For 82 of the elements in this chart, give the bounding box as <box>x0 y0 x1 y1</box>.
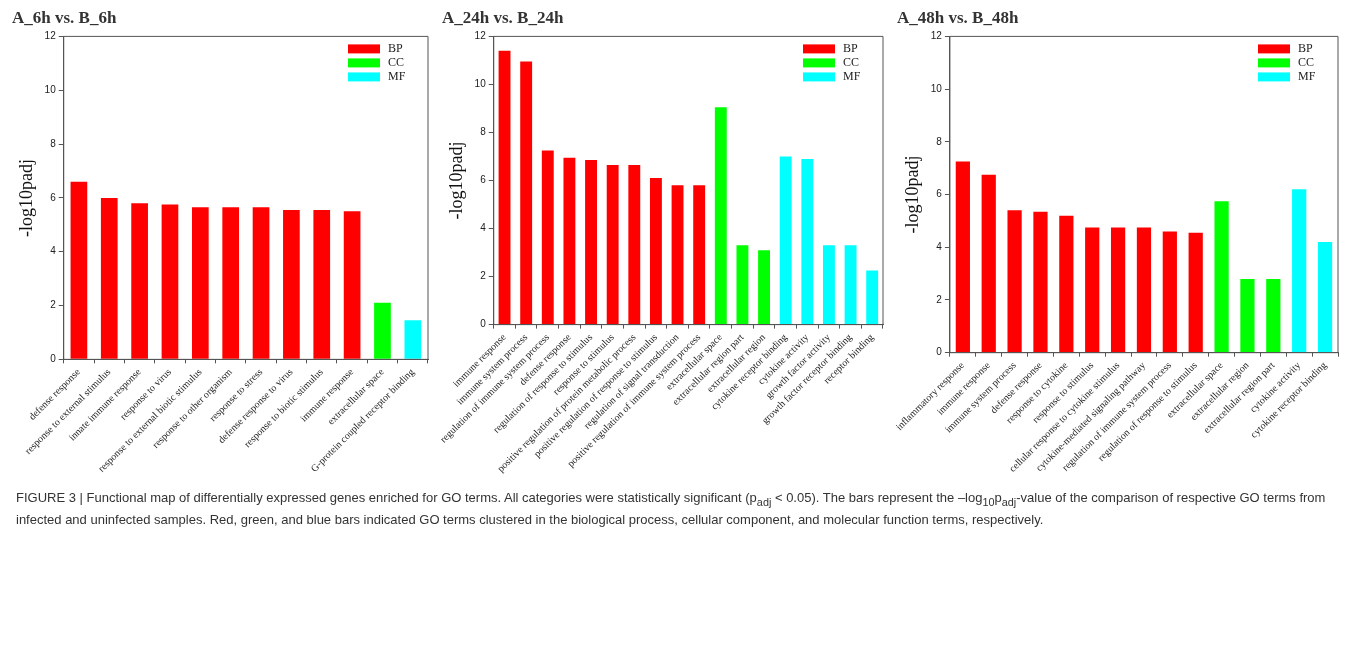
y-tick-label: 2 <box>480 270 487 282</box>
legend-label: BP <box>843 40 858 55</box>
bar <box>1007 210 1022 353</box>
y-tick-label: 8 <box>50 137 57 149</box>
bar <box>343 211 361 359</box>
bar <box>541 150 554 325</box>
bar <box>313 209 331 359</box>
bar <box>131 203 148 359</box>
bar <box>1059 215 1074 353</box>
bar <box>1292 189 1307 353</box>
bar <box>70 181 88 359</box>
bar <box>779 156 792 325</box>
bar <box>955 161 970 353</box>
bar <box>585 160 597 325</box>
bar <box>1085 227 1100 353</box>
y-tick-label: 4 <box>50 245 57 257</box>
chart-title: A_24h vs. B_24h <box>442 7 564 27</box>
bar <box>252 207 270 359</box>
bar <box>100 197 118 359</box>
y-tick-label: 0 <box>50 353 57 365</box>
bar <box>714 107 727 325</box>
y-tick-label: 10 <box>44 83 57 95</box>
bar <box>191 207 209 359</box>
bar <box>844 245 857 325</box>
bar <box>1033 211 1048 353</box>
y-tick-label: 8 <box>480 126 487 138</box>
bar <box>801 158 814 325</box>
y-tick-label: 2 <box>50 299 57 311</box>
bar <box>758 250 770 325</box>
bar <box>1188 232 1203 353</box>
chart-title: A_48h vs. B_48h <box>897 7 1019 27</box>
legend-label: BP <box>388 40 403 55</box>
y-tick-label: 4 <box>936 241 943 253</box>
bar <box>736 245 749 325</box>
bar <box>520 61 533 325</box>
y-tick-label: 10 <box>474 78 487 90</box>
y-tick-label: 8 <box>936 135 943 147</box>
y-axis-title: -log10padj <box>445 141 466 220</box>
bar <box>606 164 619 325</box>
bar <box>1162 231 1177 353</box>
legend-label: CC <box>1298 54 1315 69</box>
caption: FIGURE 3 | Functional map of differentially expressed genes enriched for GO terms. All categories were statistically significant (p$_{adj}$ < 0.05). The bars represent the –log$_{10}$p$_{adj}$-value of the comparison of respective GO terms from infected and uninfected samples. Red, green, and blue bars indicated GO terms clustered in the biological process, cellular component, and molecular function terms, respectively. <box>15 489 1327 529</box>
y-tick-label: 6 <box>50 191 57 203</box>
y-tick-label: 12 <box>474 30 487 42</box>
bar <box>374 302 391 359</box>
bar <box>498 50 511 325</box>
bar <box>981 174 996 353</box>
bar <box>649 178 662 325</box>
legend-label: MF <box>388 68 406 83</box>
y-axis-title: -log10padj <box>901 155 922 234</box>
bar <box>1317 241 1333 353</box>
chart-title: A_6h vs. B_6h <box>12 7 117 27</box>
bar <box>283 209 300 359</box>
y-tick-label: 12 <box>44 30 57 42</box>
legend-label: BP <box>1298 40 1313 55</box>
y-tick-label: 0 <box>936 346 943 358</box>
legend-label: CC <box>388 54 405 69</box>
bar <box>1110 227 1126 353</box>
bar <box>866 270 879 325</box>
bar <box>671 185 684 325</box>
y-tick-label: 0 <box>480 318 487 330</box>
legend-label: MF <box>843 68 861 83</box>
y-tick-label: 12 <box>930 30 943 42</box>
bar <box>1266 278 1281 353</box>
bar <box>1214 201 1229 353</box>
bar <box>628 164 641 325</box>
y-tick-label: 6 <box>480 174 487 186</box>
bar <box>1136 227 1152 353</box>
bar <box>1240 278 1255 353</box>
y-tick-label: 2 <box>936 293 943 305</box>
y-tick-label: 6 <box>936 188 943 200</box>
y-axis-title: -log10padj <box>15 158 36 237</box>
legend-label: MF <box>1298 68 1316 83</box>
bar <box>161 204 179 359</box>
bar <box>563 157 576 325</box>
legend-label: CC <box>843 54 860 69</box>
y-tick-label: 10 <box>930 82 943 94</box>
bar <box>822 245 835 325</box>
bar <box>404 320 422 359</box>
bar <box>693 185 706 325</box>
y-tick-label: 4 <box>480 222 487 234</box>
bar <box>222 207 240 359</box>
